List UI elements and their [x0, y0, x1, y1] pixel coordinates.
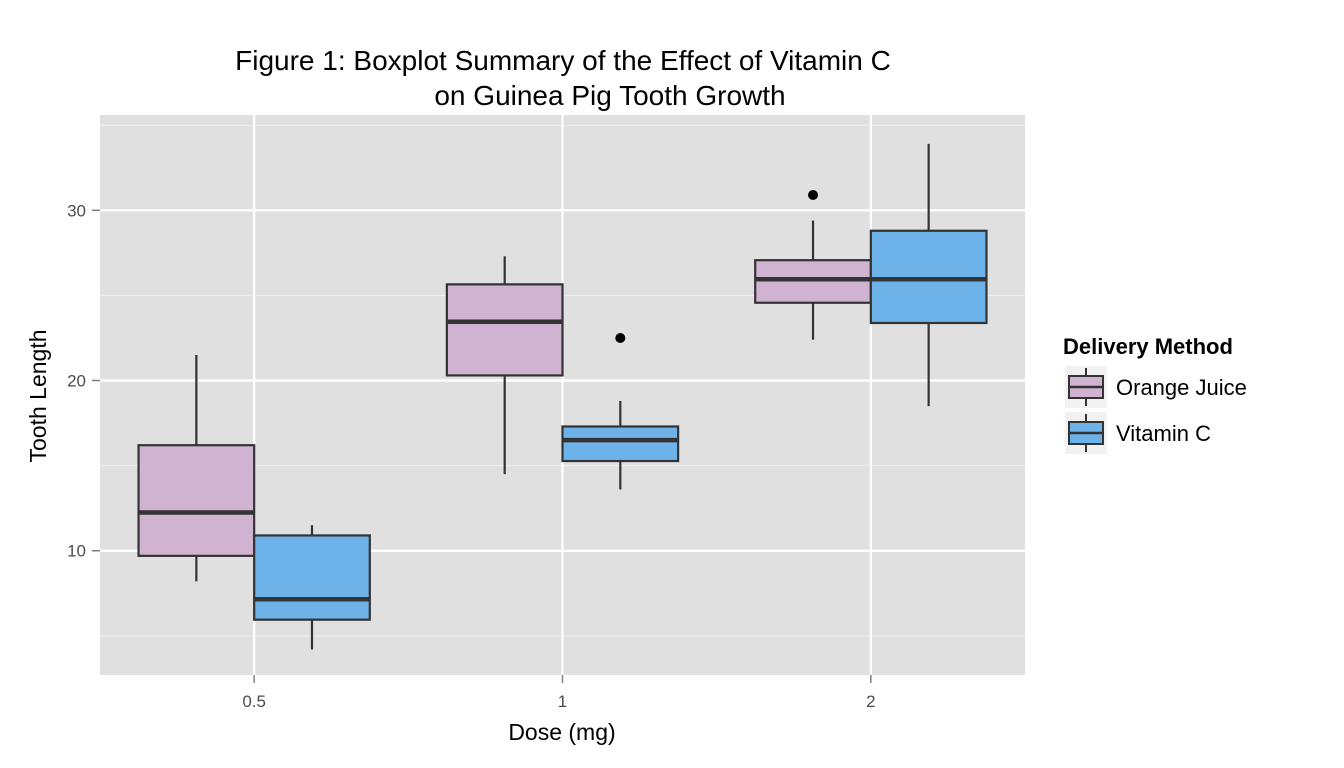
y-tick-label: 30	[67, 201, 86, 220]
chart-title-line-1: Figure 1: Boxplot Summary of the Effect …	[235, 45, 891, 76]
legend-title: Delivery Method	[1063, 334, 1233, 359]
x-tick-label: 2	[866, 692, 875, 711]
legend: Delivery Method Orange Juice Vitamin C	[1063, 334, 1247, 454]
y-tick-label: 20	[67, 372, 86, 391]
axes: 10 20 30 0.5 1 2	[67, 201, 875, 711]
x-tick-label: 1	[558, 692, 567, 711]
box-vitamin-c-2	[869, 143, 988, 407]
legend-label: Orange Juice	[1116, 375, 1247, 400]
legend-item-orange-juice: Orange Juice	[1065, 366, 1247, 408]
x-tick-label: 0.5	[242, 692, 266, 711]
legend-item-vitamin-c: Vitamin C	[1065, 412, 1211, 454]
chart-title: Figure 1: Boxplot Summary of the Effect …	[235, 45, 891, 111]
y-tick-label: 10	[67, 542, 86, 561]
box-iqr	[253, 534, 371, 621]
box-iqr	[561, 425, 680, 463]
box-orange-juice-0.5	[137, 355, 256, 582]
y-axis-title: Tooth Length	[25, 329, 51, 462]
box-vitamin-c-0.5	[253, 525, 371, 650]
box-orange-juice-1	[445, 256, 564, 475]
box-orange-juice-2	[754, 190, 872, 340]
x-axis-title: Dose (mg)	[508, 719, 615, 745]
outlier-point	[615, 332, 626, 343]
boxes	[137, 143, 988, 650]
chart-title-line-2: on Guinea Pig Tooth Growth	[434, 80, 785, 111]
legend-label: Vitamin C	[1116, 421, 1211, 446]
outlier-point	[808, 190, 819, 200]
box-vitamin-c-1	[561, 332, 680, 490]
box-iqr	[869, 229, 988, 325]
box-iqr	[445, 283, 564, 377]
box-iqr	[137, 444, 256, 557]
